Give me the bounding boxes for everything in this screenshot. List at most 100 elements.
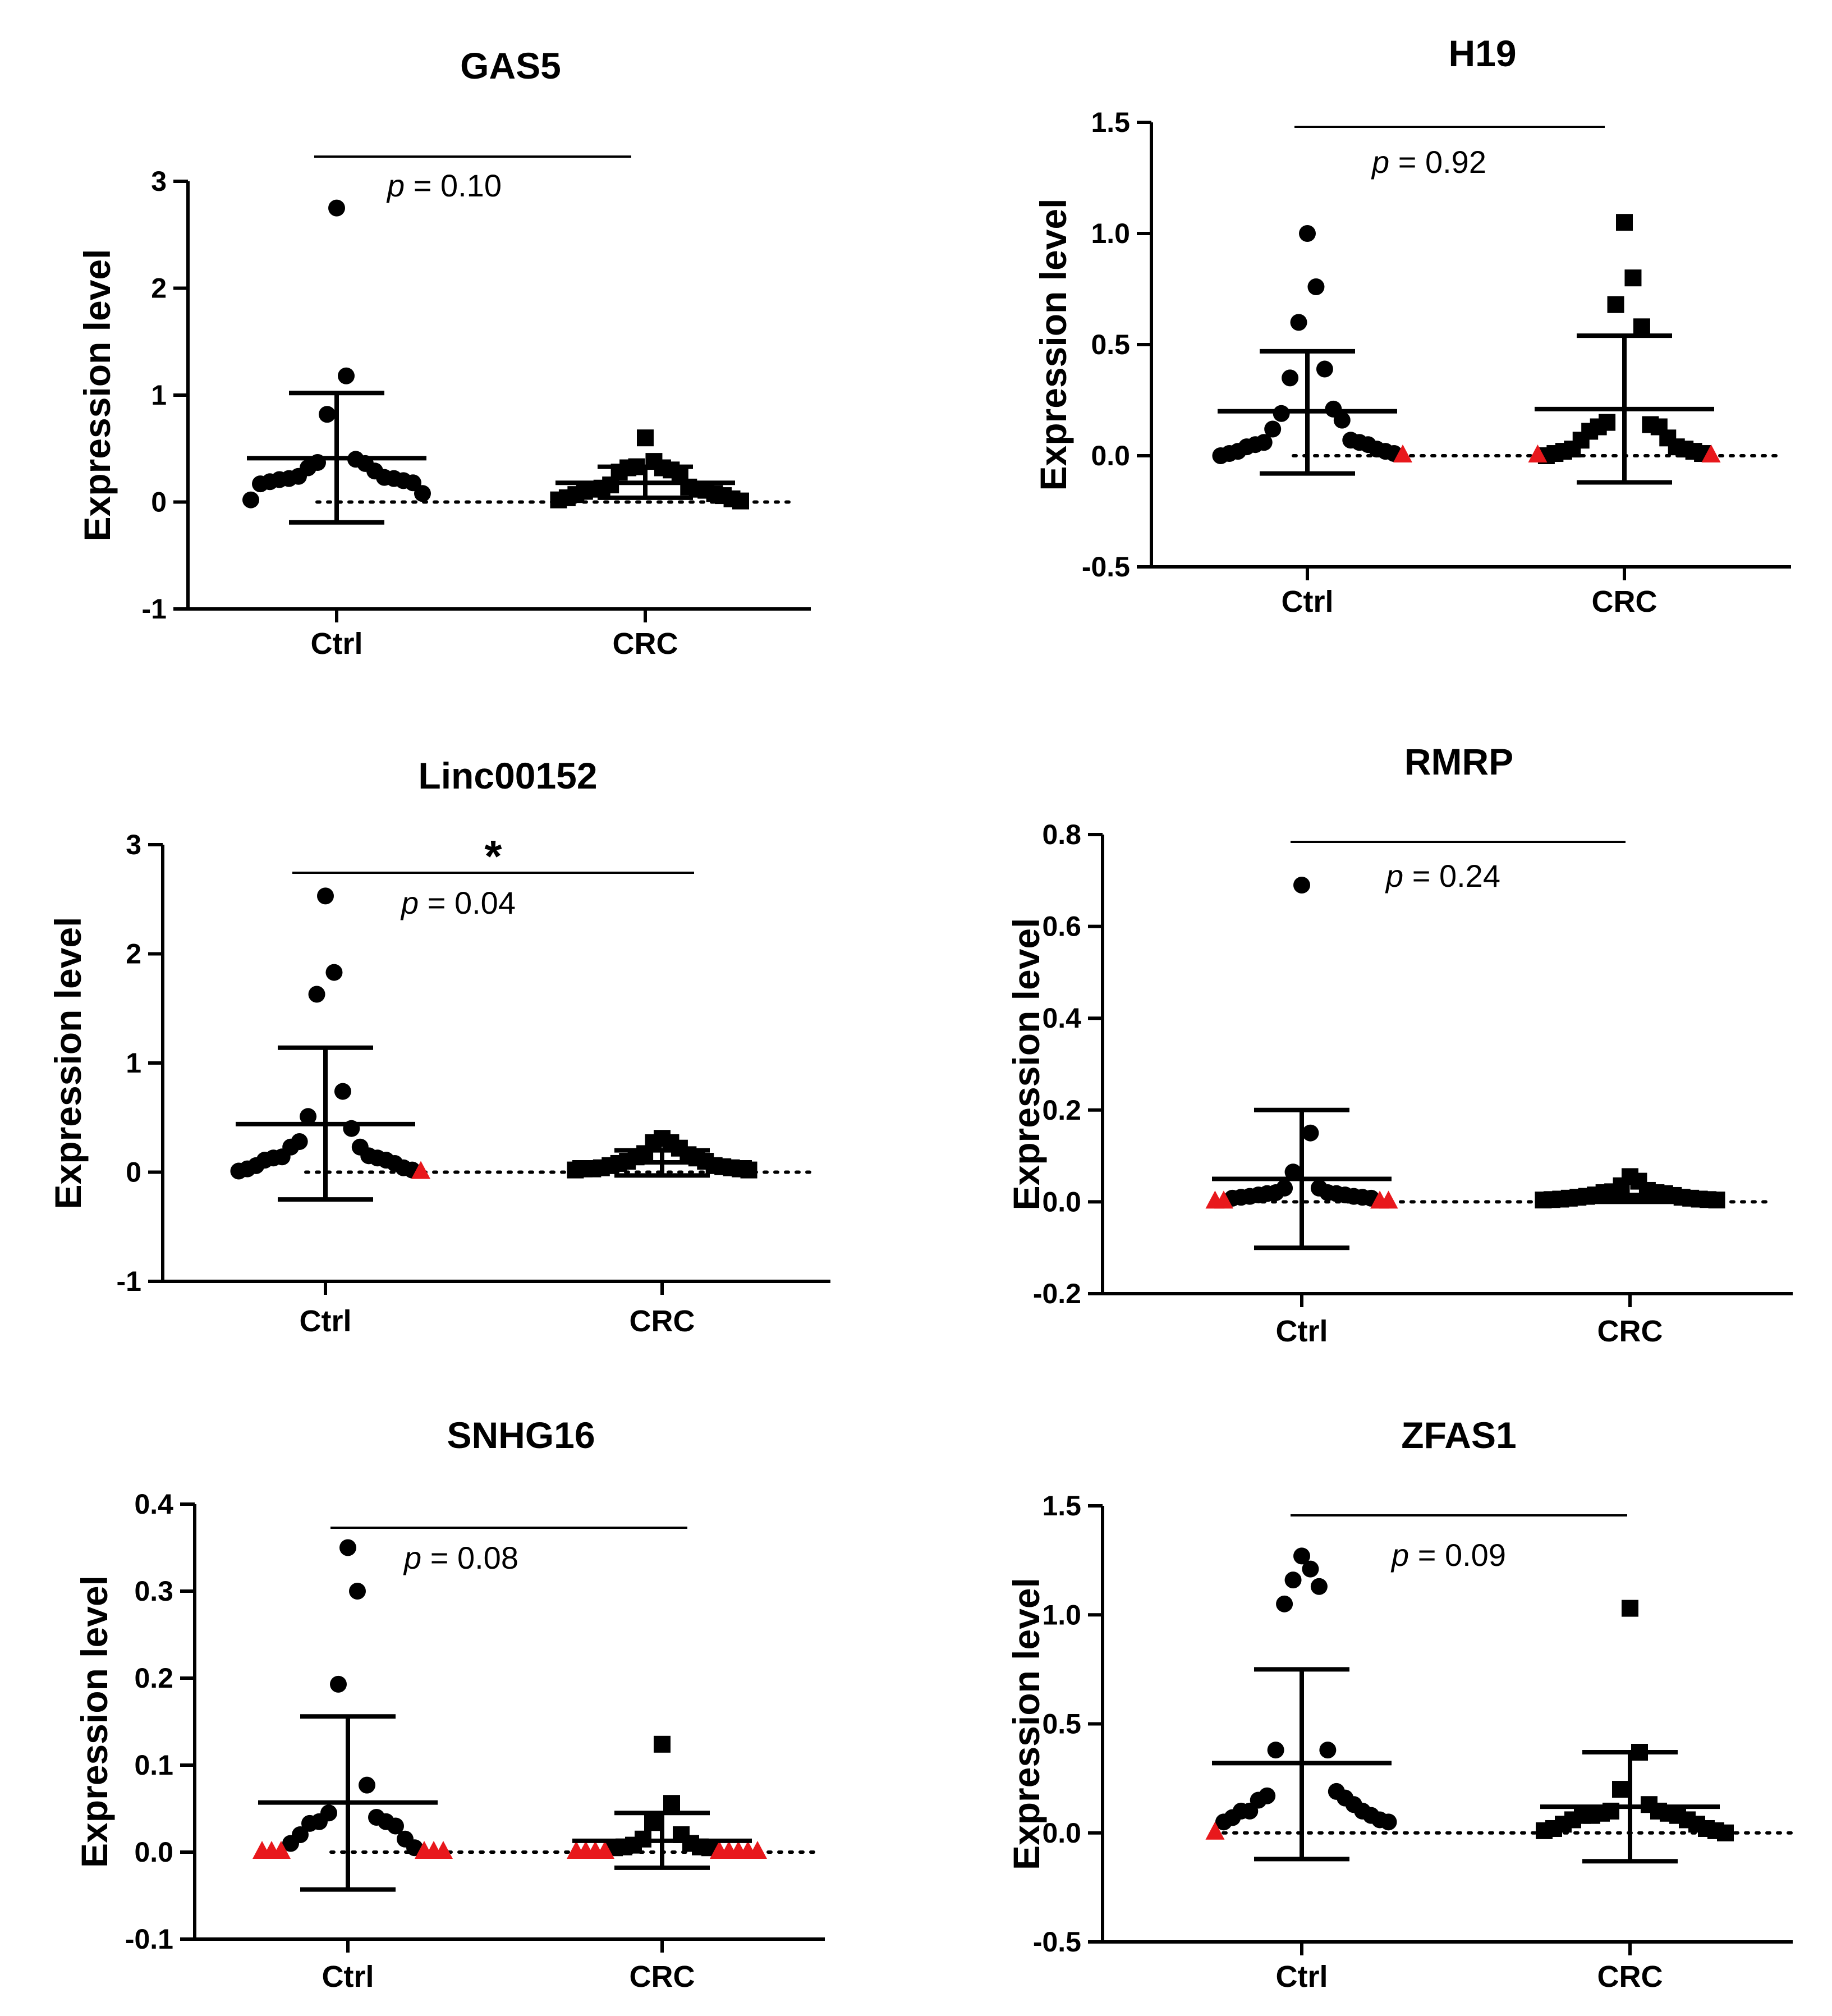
p-symbol: p (400, 885, 419, 920)
data-point-circle (301, 1815, 318, 1832)
y-tick-label: 0.0 (1091, 440, 1130, 471)
y-tick-label: 0.8 (1042, 819, 1081, 850)
data-point-circle (1316, 360, 1333, 378)
y-tick-label: 1.0 (1042, 1599, 1081, 1630)
chart-title: GAS5 (460, 45, 561, 86)
data-point-circle (1302, 1560, 1319, 1578)
data-point-circle (1276, 1595, 1293, 1612)
chart-panel-rmrp: RMRP Expression level 0.8 0.6 0.4 0.2 0.0 -0.2 C… (1005, 741, 1793, 1348)
y-axis-label: Expression level (1032, 199, 1074, 491)
y-tick-label: 3 (151, 166, 167, 197)
censored-point-marker (748, 1841, 767, 1859)
y-tick-label: -0.5 (1082, 551, 1130, 583)
data-point-circle (387, 1817, 404, 1835)
data-point-square (1616, 214, 1633, 231)
data-point-circle (334, 1083, 351, 1100)
chart-title: SNHG16 (447, 1414, 595, 1456)
p-value: = 0.04 (419, 885, 516, 920)
data-point-circle (1267, 1742, 1284, 1759)
data-point-circle (1293, 876, 1310, 894)
chart-title: RMRP (1404, 741, 1513, 782)
p-value-label: p = 0.09 (1390, 1537, 1506, 1573)
data-point-circle (1215, 1813, 1232, 1831)
y-tick-label: 0.0 (1042, 1817, 1081, 1849)
data-point-square (1633, 318, 1650, 336)
data-point-circle (1212, 447, 1229, 464)
data-point-circle (317, 887, 334, 905)
data-point-circle (414, 485, 431, 502)
y-tick-label: 0.5 (1042, 1708, 1081, 1740)
chart-title: Linc00152 (418, 755, 597, 796)
p-value: = 0.92 (1389, 144, 1486, 180)
censored-point-marker (252, 1841, 272, 1859)
chart-title: H19 (1448, 33, 1516, 74)
censored-point-marker (1205, 1190, 1225, 1209)
data-point-circle (1264, 420, 1282, 438)
y-tick-label: -1 (117, 1266, 141, 1297)
x-category-label: Ctrl (311, 627, 363, 661)
p-value-label: p = 0.04 (400, 885, 516, 920)
data-point-circle (1284, 1163, 1302, 1181)
p-value: = 0.08 (421, 1540, 518, 1575)
p-symbol: p (386, 168, 405, 203)
data-point-circle (252, 475, 269, 493)
censored-point-marker (434, 1841, 453, 1859)
data-point-circle (338, 367, 355, 384)
p-value: = 0.09 (1409, 1537, 1506, 1573)
y-tick-label: 1 (151, 379, 167, 411)
y-tick-label: 3 (126, 829, 141, 860)
data-point-circle (319, 406, 336, 423)
y-axis-label: Expression level (74, 1575, 115, 1868)
y-tick-label: 0.2 (134, 1662, 173, 1694)
data-point-circle (1282, 369, 1299, 387)
data-point-circle (1307, 278, 1325, 296)
x-category-label: Ctrl (1276, 1960, 1328, 1994)
significance-star: * (484, 831, 502, 881)
p-symbol: p (1371, 144, 1389, 180)
y-tick-label: 0.4 (1042, 1002, 1081, 1034)
x-category-label: CRC (1597, 1960, 1663, 1994)
p-value-label: p = 0.10 (386, 168, 502, 203)
chart-panel-linc00152: Linc00152 Expression level 3 2 1 0 -1 Ctrl CRC * p… (47, 755, 830, 1338)
y-tick-label: 2 (151, 273, 167, 304)
y-tick-label: 0.0 (134, 1836, 173, 1868)
data-point-square (654, 1735, 671, 1753)
data-point-square (732, 492, 749, 510)
x-category-label: CRC (1592, 585, 1657, 618)
y-tick-label: -1 (142, 593, 167, 625)
y-tick-label: 0 (126, 1157, 141, 1188)
censored-point-marker (1701, 445, 1721, 462)
data-point-square (1622, 1600, 1638, 1617)
data-point-circle (1290, 314, 1307, 331)
y-tick-label: -0.5 (1033, 1926, 1081, 1958)
y-tick-label: -0.1 (125, 1923, 173, 1955)
censored-point-marker (1393, 445, 1412, 462)
data-point-circle (282, 1835, 299, 1852)
data-point-square (644, 1814, 661, 1831)
data-point-square (1717, 1824, 1734, 1841)
data-point-circle (328, 199, 345, 217)
x-category-label: CRC (613, 627, 678, 661)
data-point-circle (1319, 1742, 1337, 1759)
censored-point-marker (1205, 1821, 1225, 1840)
censored-point-marker (1379, 1190, 1398, 1209)
p-value-label: p = 0.08 (403, 1540, 518, 1575)
y-tick-label: 0.6 (1042, 911, 1081, 942)
y-tick-label: 0.4 (134, 1488, 173, 1520)
data-point-circle (339, 1539, 356, 1556)
x-category-label: CRC (630, 1960, 695, 1994)
data-point-square (1612, 1781, 1629, 1798)
chart-panel-snhg16: SNHG16 Expression level 0.4 0.3 0.2 0.1 0.0 -0.… (74, 1414, 825, 1994)
data-point-square (550, 491, 567, 508)
y-tick-label: 1.5 (1091, 107, 1130, 138)
y-axis-label: Expression level (76, 249, 118, 542)
data-point-circle (1333, 411, 1351, 429)
data-point-square (1607, 296, 1624, 313)
censored-point-marker (411, 1161, 430, 1179)
y-tick-label: 1.0 (1091, 218, 1130, 249)
p-symbol: p (1385, 858, 1403, 894)
p-symbol: p (1390, 1537, 1409, 1573)
data-point-square (637, 429, 654, 447)
y-tick-label: 0.5 (1091, 329, 1130, 360)
